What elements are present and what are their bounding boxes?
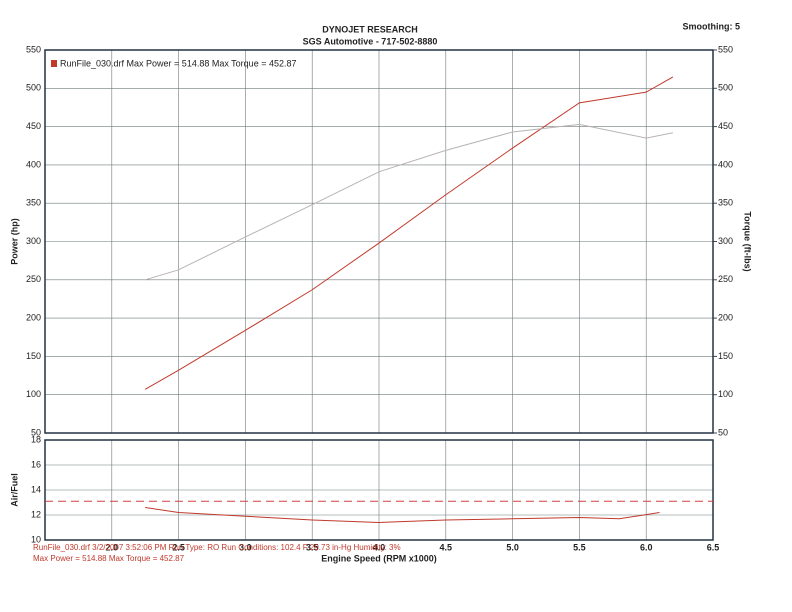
series-line [145,507,660,524]
y-tick-label: 250 [26,274,41,284]
y-tick-label: 150 [26,351,41,361]
y2-tick-label: 200 [718,312,733,322]
y-tick-label: 500 [26,83,41,93]
run-note: Max Power = 514.88 Max Torque = 452.87 [33,554,185,563]
y-tick-label: 550 [26,44,41,54]
axis-label: Torque (ft-lbs) [743,211,753,271]
y-tick-label: 400 [26,159,41,169]
x-tick-label: 5.5 [573,542,586,552]
x-tick-label: 3.5 [306,542,319,552]
plot-frame [44,439,714,541]
y2-tick-label: 250 [718,274,733,284]
series-line [144,76,674,390]
y-tick-label: 100 [26,389,41,399]
series-line [145,123,674,281]
y2-tick-label: 300 [718,236,733,246]
y2-tick-label: 500 [718,83,733,93]
y-tick-label: 18 [31,434,41,444]
y2-tick-label: 50 [718,427,728,437]
y-tick-label: 450 [26,121,41,131]
y-tick-label: 10 [31,534,41,544]
run-note: RunFile_030.drf 3/2/2007 3:52:06 PM Run … [33,543,401,552]
legend: RunFile_030.drf Max Power = 514.88 Max T… [60,58,296,68]
y2-tick-label: 100 [718,389,733,399]
y2-tick-label: 450 [718,121,733,131]
legend-swatch [51,60,57,67]
smoothing: Smoothing: 5 [683,21,741,31]
y2-tick-label: 400 [718,159,733,169]
x-tick-label: 4.5 [440,542,453,552]
x-tick-label: 5.0 [506,542,519,552]
y-tick-label: 14 [31,484,41,494]
x-tick-label: 4.0 [373,542,386,552]
chart-title: DYNOJET RESEARCH [322,24,418,34]
x-tick-label: 6.0 [640,542,653,552]
y-tick-label: 12 [31,509,41,519]
x-axis-label: Engine Speed (RPM x1000) [321,553,437,563]
x-tick-label: 3.0 [239,542,252,552]
y-tick-label: 16 [31,459,41,469]
axis-label: Air/Fuel [9,473,19,507]
y2-tick-label: 150 [718,351,733,361]
y-tick-label: 300 [26,236,41,246]
axis-label: Power (hp) [9,218,19,265]
y-tick-label: 200 [26,312,41,322]
y-tick-label: 50 [31,427,41,437]
y2-tick-label: 550 [718,44,733,54]
x-tick-label: 2.5 [172,542,185,552]
y-tick-label: 350 [26,198,41,208]
chart-subtitle: SGS Automotive - 717-502-8880 [303,36,438,46]
plot-frame [44,49,714,434]
x-tick-label: 6.5 [707,542,720,552]
x-tick-label: 2.0 [106,542,119,552]
y2-tick-label: 350 [718,198,733,208]
